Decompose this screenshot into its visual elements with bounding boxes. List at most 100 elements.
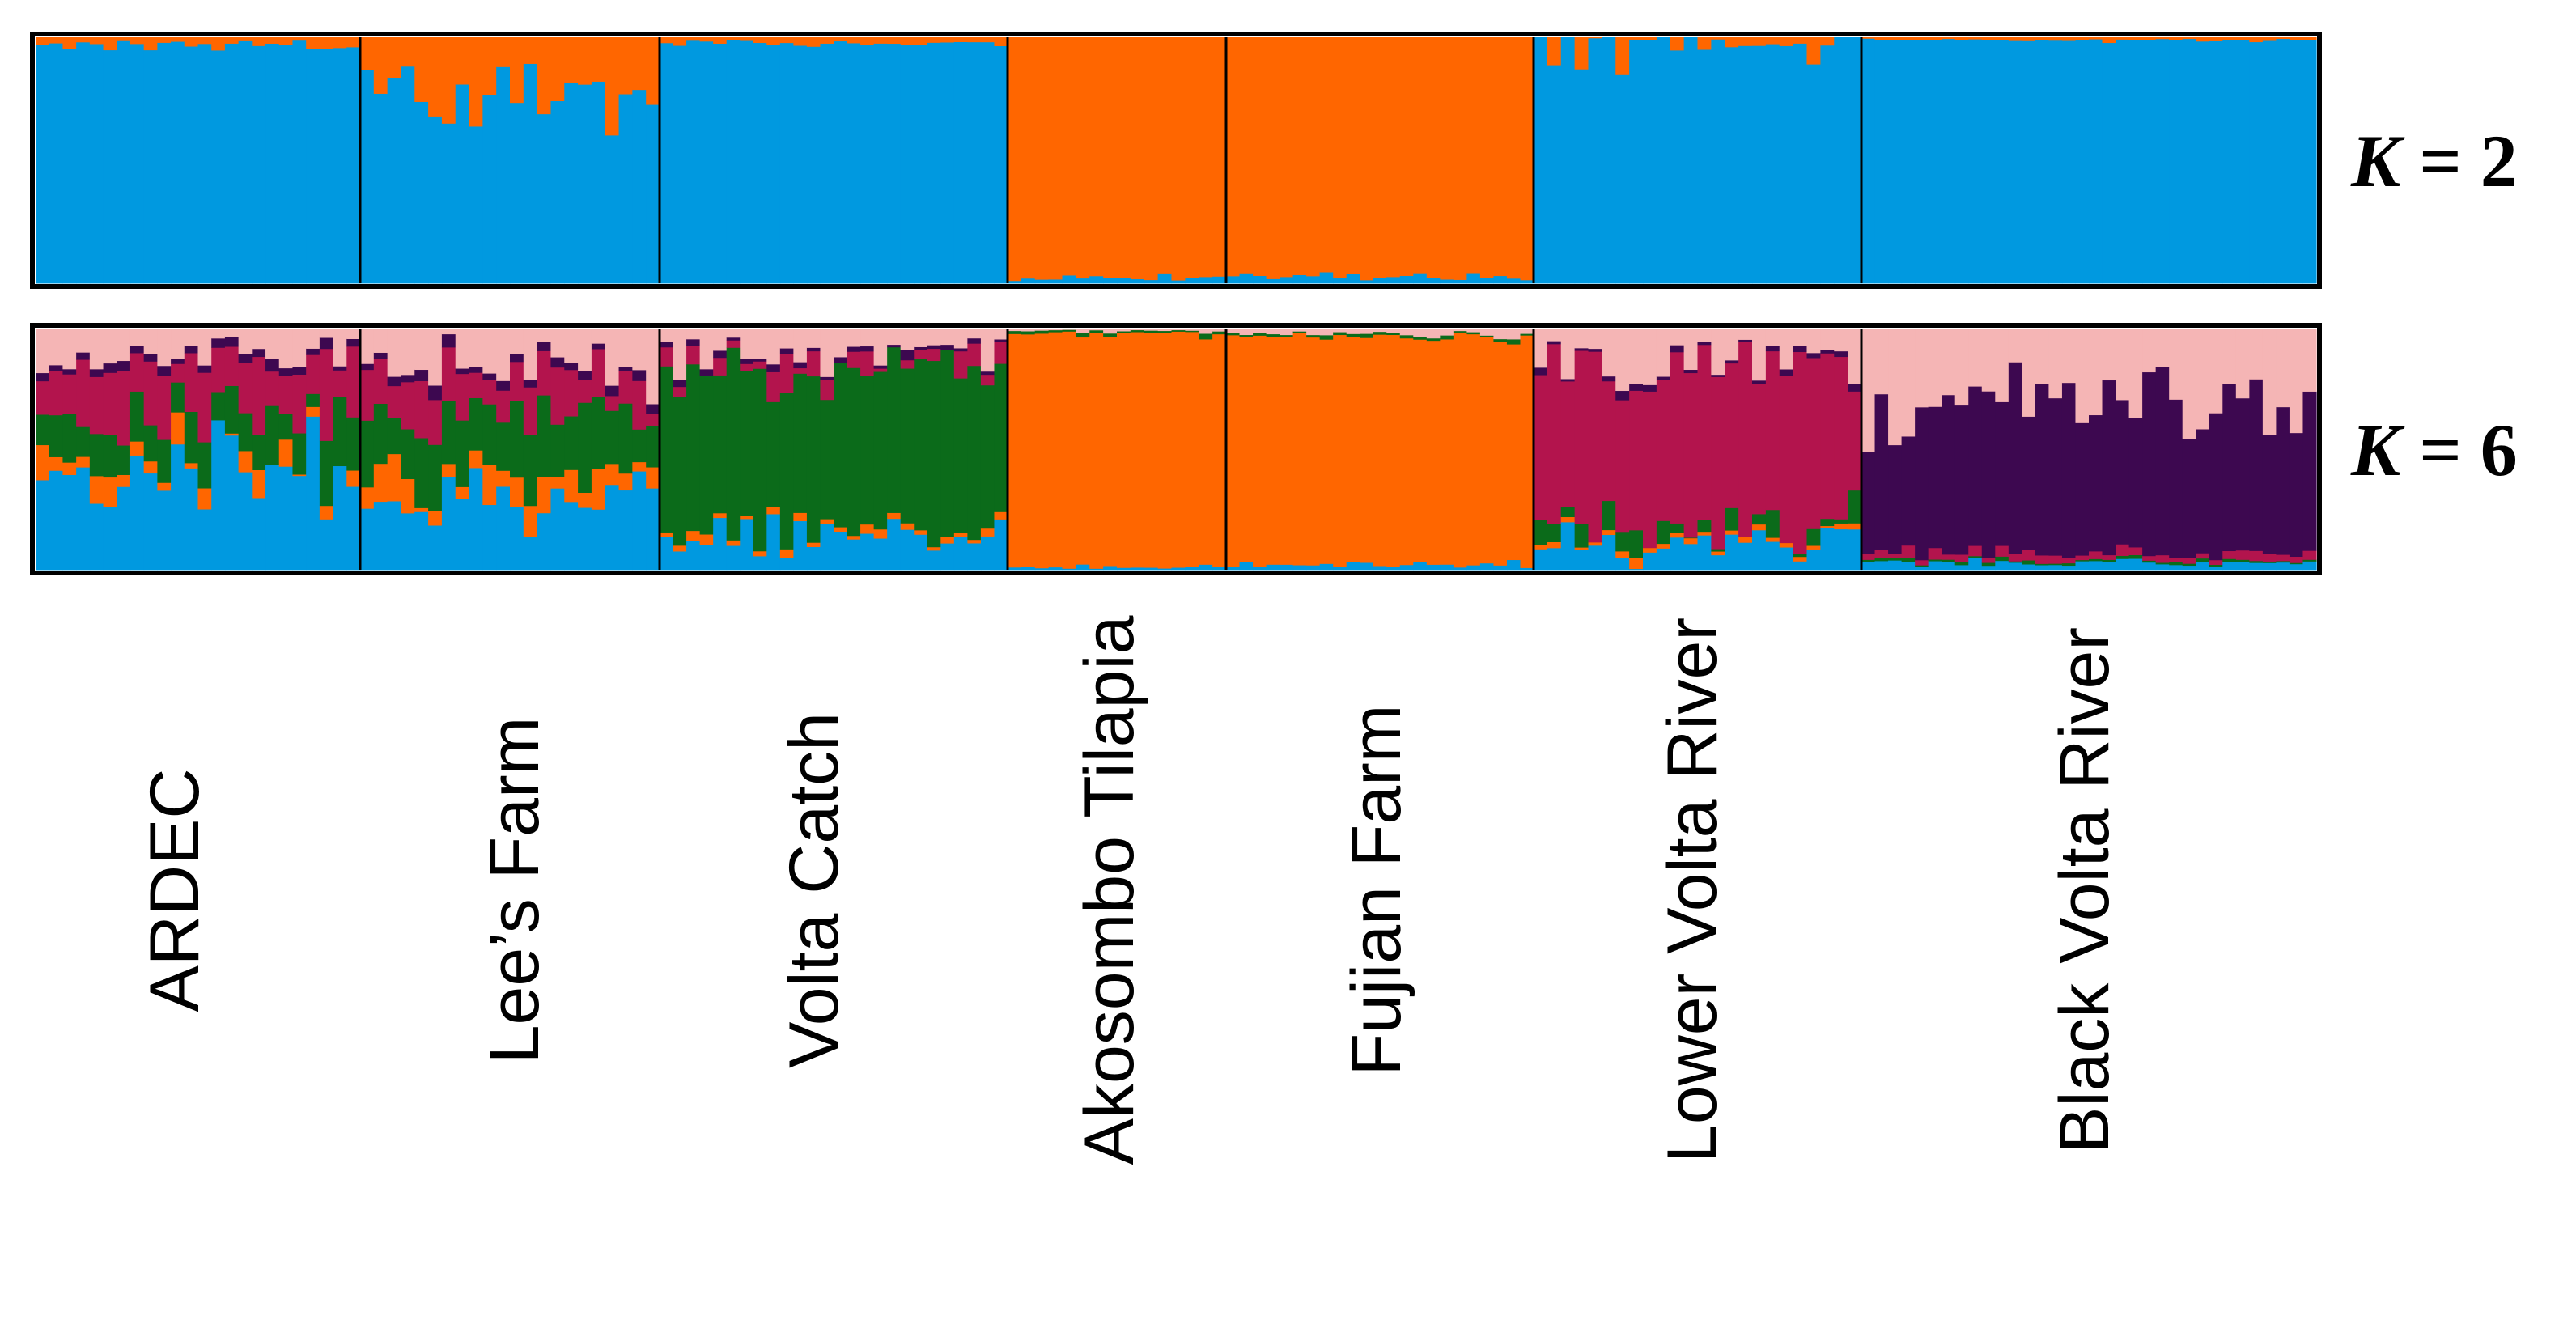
admixture-bar-segment — [62, 37, 77, 49]
admixture-bar-segment — [2035, 329, 2050, 384]
admixture-bar-segment — [1479, 335, 1495, 337]
admixture-bar-segment — [1266, 37, 1280, 279]
admixture-bar-segment — [726, 347, 741, 541]
k-label-variable: K — [2350, 409, 2405, 491]
admixture-bar-segment — [157, 329, 172, 367]
admixture-bar-segment — [2235, 550, 2250, 560]
admixture-bar-segment — [1021, 333, 1036, 567]
admixture-bar-segment — [806, 329, 821, 348]
admixture-bar-segment — [1697, 49, 1712, 284]
admixture-bar-segment — [224, 43, 240, 284]
admixture-bar-segment — [953, 537, 968, 571]
admixture-bar-segment — [1629, 329, 1644, 384]
admixture-bar-segment — [171, 443, 185, 571]
admixture-bar-segment — [238, 362, 253, 414]
admixture-bar-segment — [184, 411, 199, 464]
admixture-bar-segment — [967, 337, 982, 344]
admixture-bar-segment — [980, 528, 995, 537]
admixture-bar-segment — [1506, 329, 1521, 340]
admixture-bar-segment — [740, 371, 754, 516]
admixture-bar-segment — [49, 456, 64, 471]
admixture-bar-segment — [1171, 567, 1186, 571]
admixture-bar-segment — [914, 359, 928, 531]
admixture-bar-segment — [36, 372, 50, 382]
admixture-bar-segment — [2035, 37, 2050, 40]
admixture-bar-segment — [860, 350, 875, 376]
admixture-bar-segment — [1280, 277, 1294, 284]
admixture-bar-segment — [1981, 562, 1996, 567]
admixture-bar-segment — [2276, 38, 2290, 284]
admixture-bar-segment — [1602, 534, 1616, 571]
admixture-bar-segment — [2035, 563, 2050, 566]
admixture-bar-segment — [1346, 329, 1360, 334]
admixture-bar-segment — [1117, 277, 1131, 284]
admixture-bar-segment — [1615, 558, 1630, 571]
admixture-bar-segment — [1333, 332, 1347, 336]
admixture-bar-segment — [980, 374, 995, 386]
admixture-bar-segment — [1806, 549, 1821, 571]
admixture-bar-segment — [2289, 329, 2304, 434]
admixture-bar-segment — [2276, 554, 2290, 562]
admixture-bar-segment — [1440, 37, 1454, 280]
admixture-bar-segment — [1440, 335, 1454, 340]
admixture-bar-segment — [76, 426, 91, 457]
admixture-bar-segment — [2102, 42, 2116, 284]
admixture-bar-segment — [927, 348, 941, 362]
admixture-bar-segment — [373, 93, 388, 284]
admixture-bar-segment — [1547, 547, 1562, 571]
admixture-bar-segment — [1171, 331, 1186, 568]
admixture-bar-segment — [1874, 550, 1889, 558]
admixture-bar-segment — [1239, 273, 1254, 284]
admixture-bar-segment — [847, 329, 861, 347]
admixture-bar-segment — [1453, 567, 1467, 571]
admixture-bar-segment — [1062, 329, 1076, 330]
admixture-bar-segment — [632, 369, 647, 381]
admixture-bar-segment — [2008, 329, 2022, 363]
admixture-bar-segment — [686, 338, 701, 346]
admixture-bar-segment — [252, 435, 266, 470]
admixture-bar-segment — [1253, 329, 1267, 333]
admixture-bar-segment — [2089, 37, 2103, 40]
admixture-bar-segment — [143, 37, 158, 51]
admixture-bar-segment — [1752, 45, 1767, 284]
admixture-bar-segment — [1520, 329, 1534, 334]
admixture-bar-segment — [1413, 336, 1428, 340]
admixture-bar-segment — [766, 371, 781, 402]
admixture-bar-segment — [306, 393, 320, 407]
admixture-bar-segment — [197, 329, 212, 366]
admixture-bar-segment — [673, 545, 687, 552]
admixture-bar-segment — [2249, 550, 2264, 562]
admixture-bar-segment — [117, 40, 131, 284]
admixture-bar-segment — [1199, 339, 1213, 565]
admixture-bar-segment — [1399, 275, 1414, 284]
admixture-bar-segment — [618, 329, 633, 367]
admixture-bar-segment — [89, 503, 104, 571]
admixture-bar-segment — [2142, 560, 2157, 563]
admixture-bar-segment — [2022, 329, 2036, 417]
admixture-bar-segment — [89, 37, 104, 45]
admixture-bar-segment — [2276, 37, 2290, 40]
admixture-bar-segment — [1413, 273, 1428, 284]
admixture-bar-segment — [1346, 337, 1360, 562]
admixture-bar-segment — [523, 329, 538, 380]
admixture-bar-segment — [171, 329, 185, 359]
admixture-bar-segment — [806, 546, 821, 571]
admixture-bar-segment — [646, 425, 660, 468]
admixture-bar-segment — [414, 511, 429, 571]
admixture-bar-segment — [49, 414, 64, 457]
admixture-bar-segment — [1968, 545, 1983, 557]
admixture-bar-segment — [441, 123, 456, 284]
admixture-bar-segment — [1426, 564, 1441, 571]
admixture-bar-segment — [2008, 553, 2022, 562]
admixture-bar-segment — [117, 360, 131, 371]
admixture-bar-segment — [1226, 37, 1241, 277]
admixture-bar-segment — [940, 329, 955, 346]
admixture-bar-segment — [117, 329, 131, 362]
admixture-bar-segment — [1574, 547, 1589, 550]
admixture-bar-segment — [1765, 37, 1780, 45]
admixture-bar-segment — [591, 397, 606, 469]
admixture-bar-segment — [887, 346, 902, 513]
admixture-bar-segment — [1874, 561, 1889, 571]
admixture-bar-segment — [953, 37, 968, 43]
admixture-bar-segment — [1292, 333, 1307, 566]
